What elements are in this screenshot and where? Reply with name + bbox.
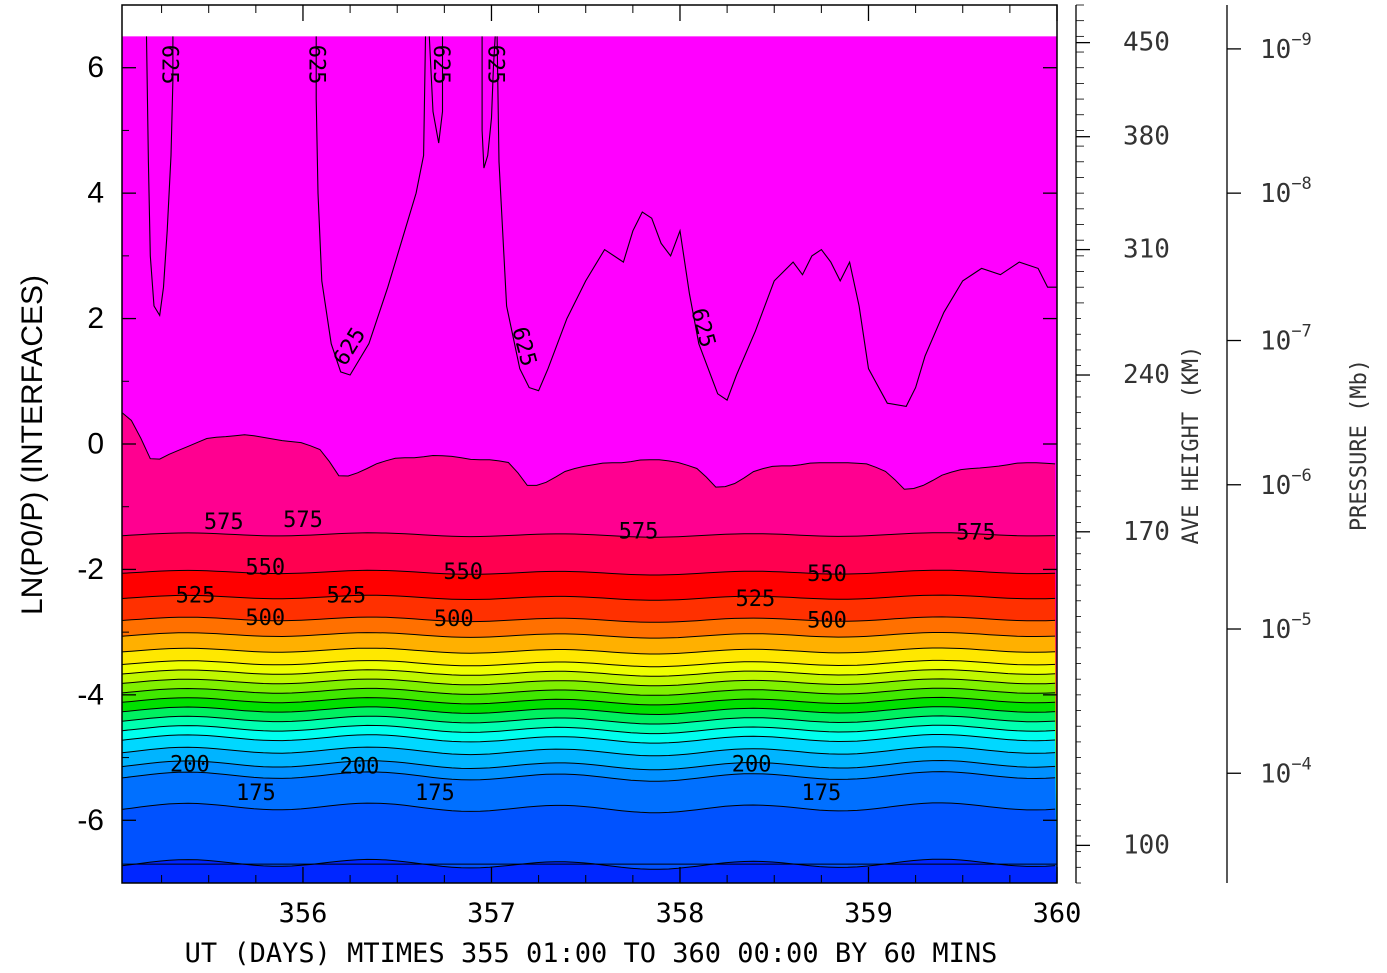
contour-label-22: 200 [732, 753, 772, 778]
contour-line-150 [121, 802, 1056, 814]
y-tick-label-0: 6 [87, 51, 104, 84]
y-tick-label-5: -4 [77, 678, 104, 711]
height-tick-label-3: 240 [1123, 360, 1170, 390]
contour-line-250 [121, 734, 1056, 744]
contour-line-575 [121, 569, 1056, 576]
y-tick-label-1: 4 [87, 177, 104, 210]
contour-label-14: 525 [176, 583, 216, 608]
contour-label-16: 525 [736, 587, 776, 612]
pressure-tick-label-4: 10−5 [1260, 610, 1312, 645]
x-tick-label-4: 360 [1033, 898, 1082, 929]
contour-label-15: 525 [326, 583, 366, 608]
contour-line-625 [121, 412, 1056, 490]
x-tick-label-2: 358 [656, 898, 705, 929]
contour-label-10: 575 [956, 521, 996, 546]
contour-label-19: 500 [807, 608, 847, 633]
contour-label-3: 625 [483, 45, 508, 85]
contour-fills [122, 36, 1057, 884]
contour-line-300 [121, 715, 1056, 725]
contour-625-line-4 [496, 36, 1057, 408]
pressure-tick-label-5: 10−4 [1260, 754, 1312, 789]
contour-label-23: 175 [236, 781, 276, 806]
height-tick-label-2: 310 [1123, 235, 1170, 265]
height-tick-label-1: 380 [1123, 122, 1170, 152]
height-tick-label-0: 450 [1123, 28, 1170, 58]
contour-line-175 [121, 771, 1056, 782]
contour-label-25: 175 [801, 781, 841, 806]
height-tick-label-4: 170 [1123, 517, 1170, 547]
y-axis-label: LN(P0/P) (INTERFACES) [16, 275, 49, 615]
contour-label-12: 550 [443, 560, 483, 585]
contour-line-425 [121, 669, 1056, 677]
contour-label-24: 175 [415, 781, 455, 806]
contour-line-450 [121, 659, 1056, 668]
contour-label-20: 200 [170, 753, 210, 778]
y-tick-label-2: 2 [87, 302, 104, 335]
contour-line-475 [121, 647, 1056, 655]
contour-625-line-0 [145, 36, 174, 318]
contour-line-225 [121, 746, 1056, 757]
contour-line-125 [121, 858, 1056, 870]
y-tick-label-4: -2 [77, 553, 104, 586]
contour-line-500 [121, 632, 1056, 639]
contour-line-400 [121, 678, 1056, 687]
contour-625-line-1 [315, 36, 427, 376]
fill-band-125 [122, 859, 1057, 883]
contour-label-1: 625 [304, 45, 329, 85]
contour-label-17: 500 [245, 606, 285, 631]
y-tick-label-3: 0 [87, 428, 104, 461]
contour-label-7: 575 [204, 510, 244, 535]
contour-line-275 [121, 724, 1056, 735]
contour-label-9: 575 [619, 519, 659, 544]
y-tick-label-6: -6 [77, 804, 104, 837]
contour-line-350 [121, 696, 1056, 706]
contour-label-8: 575 [283, 508, 323, 533]
x-tick-label-1: 357 [467, 898, 516, 929]
contour-label-11: 550 [245, 556, 285, 581]
pressure-tick-label-1: 10−8 [1260, 174, 1312, 209]
contour-label-2: 625 [428, 45, 453, 85]
contour-label-0: 625 [157, 45, 182, 85]
contour-label-13: 550 [807, 562, 847, 587]
pressure-tick-label-3: 10−6 [1260, 466, 1312, 501]
x-axis-label: UT (DAYS) MTIMES 355 01:00 TO 360 00:00 … [185, 938, 998, 969]
contour-625-line-3 [481, 36, 496, 169]
height-axis-label: AVE HEIGHT (KM) [1179, 346, 1204, 545]
contour-line-600 [121, 532, 1056, 538]
contour-line-325 [121, 706, 1056, 716]
contour-line-375 [121, 687, 1056, 696]
x-tick-label-0: 356 [279, 898, 328, 929]
contour-line-550 [121, 594, 1056, 601]
contour-label-18: 500 [434, 607, 474, 632]
axes: 6 4 2 0 -2 -4 -6 356 357 358 359 360 450 380 310 240 170… [77, 4, 1312, 929]
height-tick-label-5: 100 [1123, 830, 1170, 860]
pressure-tick-label-0: 10−9 [1260, 30, 1312, 65]
contour-label-21: 200 [340, 754, 380, 779]
contour-line-200 [121, 759, 1056, 771]
contour-625-line-2 [428, 36, 444, 144]
x-tick-label-3: 359 [844, 898, 893, 929]
pressure-axis-label: PRESSURE (Mb) [1347, 359, 1372, 531]
contour-lines [121, 36, 1057, 870]
pressure-tick-label-2: 10−7 [1260, 322, 1312, 357]
contour-line-525 [121, 616, 1056, 623]
